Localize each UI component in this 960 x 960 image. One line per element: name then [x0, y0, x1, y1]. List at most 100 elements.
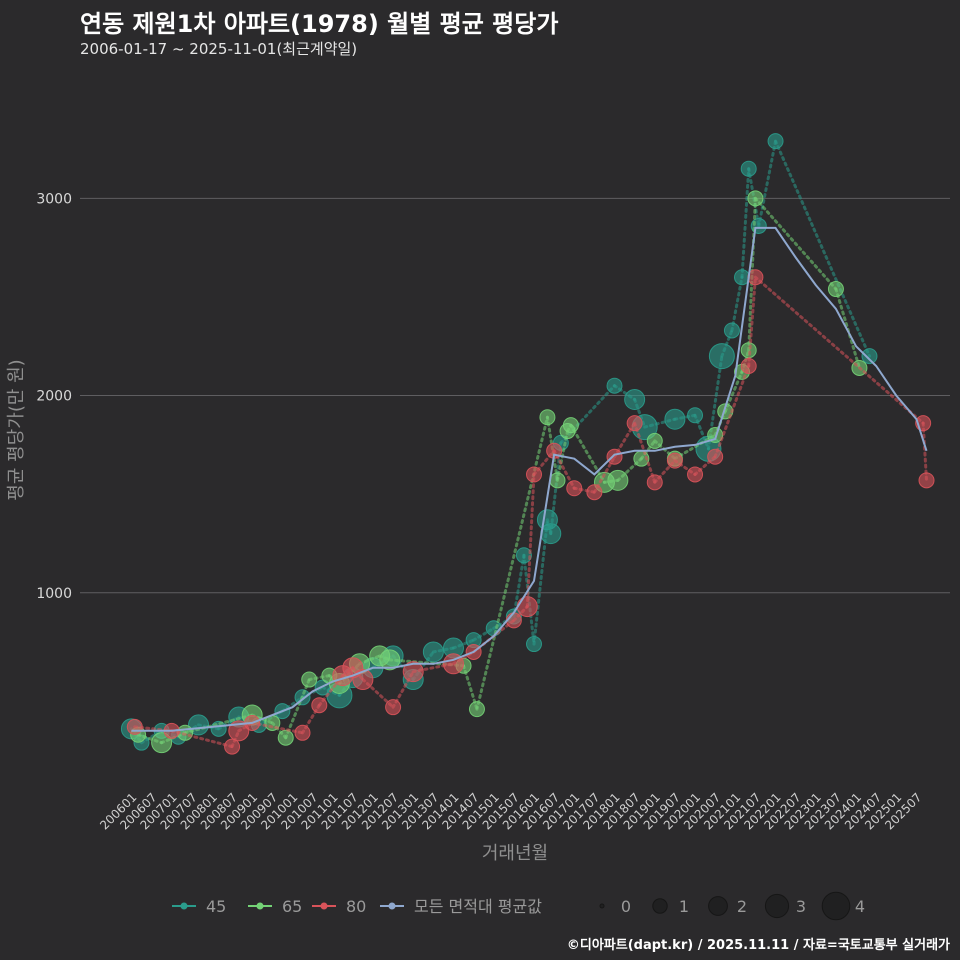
series-45-point — [624, 389, 646, 410]
series-65-point — [607, 469, 629, 491]
series-65-point — [468, 701, 485, 718]
size-legend-circle — [821, 891, 851, 921]
data-points — [120, 133, 935, 755]
series-65-connector — [747, 196, 757, 352]
size-legend-label: 3 — [796, 897, 806, 916]
size-legend-label: 4 — [855, 897, 865, 916]
legend-label: 45 — [206, 897, 226, 916]
grid-lines — [80, 197, 950, 594]
series-80-point — [402, 661, 424, 683]
series-80-point — [516, 596, 538, 618]
series-80-point — [606, 448, 623, 465]
series-45-connector — [774, 139, 871, 358]
legend: 45 65 80 모든 면적대 평균값 0 1 2 3 4 — [172, 891, 865, 921]
series-80-point — [126, 718, 143, 735]
series-45-connector — [730, 275, 744, 332]
series-80-point — [526, 466, 542, 483]
series-65-point — [379, 649, 401, 671]
y-tick-label: 3000 — [36, 191, 72, 207]
source-caption: ©디아파트(dapt.kr) / 2025.11.11 / 자료=국토교통부 실… — [566, 938, 950, 953]
series-45-connector — [512, 553, 526, 618]
size-legend-circle — [599, 903, 605, 909]
legend-swatch-dot — [320, 902, 328, 910]
series-65-point — [151, 732, 173, 754]
series-65-point — [277, 729, 294, 746]
series-45-connector — [706, 354, 724, 451]
series-80-point — [918, 472, 935, 489]
series-65-point — [549, 472, 566, 489]
series-80-point — [228, 720, 250, 742]
series-80-connector — [747, 275, 757, 368]
series-45-point — [422, 641, 444, 663]
series-80-point — [707, 448, 724, 465]
series-45-point — [526, 636, 542, 653]
series-65-connector — [475, 415, 549, 711]
series-65-connector — [569, 423, 606, 484]
size-legend-circle — [764, 893, 790, 919]
series-80-point — [385, 699, 402, 716]
y-axis-ticks: 1000 2000 3000 — [36, 191, 72, 601]
legend-swatch-dot — [180, 902, 188, 910]
legend-label: 65 — [282, 897, 302, 916]
series-80-point — [311, 697, 328, 714]
series-65-connector — [183, 713, 254, 735]
series-45-point — [861, 348, 878, 365]
series-65-connector — [284, 678, 311, 740]
series-80-point — [687, 466, 704, 483]
series-80-point — [740, 357, 757, 374]
series-45-point — [740, 160, 757, 177]
series-80-connector — [921, 421, 929, 482]
size-legend-circle — [652, 898, 668, 914]
size-legend-label: 1 — [679, 897, 689, 916]
legend-label: 80 — [346, 897, 366, 916]
series-80-connector — [693, 455, 717, 476]
y-tick-label: 2000 — [36, 389, 72, 405]
series-80-connector — [753, 275, 925, 425]
legend-swatch-dot — [256, 902, 264, 910]
series-65-point — [646, 432, 663, 449]
size-legend-label: 2 — [737, 897, 747, 916]
series-65-point — [539, 409, 556, 426]
chart-title: 연동 제원1차 아파트(1978) 월별 평균 평당가 — [80, 10, 559, 38]
x-axis-ticks: 2006012006072007012007072008012008072009… — [97, 790, 924, 832]
series-65-point — [827, 281, 844, 298]
series-45-point — [708, 343, 735, 370]
series-80-point — [626, 415, 643, 432]
series-80-point — [646, 474, 663, 491]
x-axis-title: 거래년월 — [482, 843, 548, 864]
series-80-connector — [633, 421, 657, 484]
series-80-point — [294, 724, 311, 741]
series-45-connector — [757, 139, 778, 228]
series-65-point — [562, 417, 579, 434]
chart-subtitle: 2006-01-17 ~ 2025-11-01(최근계약일) — [80, 40, 358, 58]
series-45-point — [606, 377, 623, 394]
series-45-point — [687, 407, 704, 424]
y-axis-title: 평균 평당가(만 원) — [6, 359, 27, 500]
average-line-group — [131, 226, 928, 732]
series-45-point — [723, 322, 740, 339]
size-legend-circle — [708, 896, 728, 916]
series-65-connector — [834, 287, 861, 370]
series-80-point — [566, 480, 583, 497]
y-tick-label: 1000 — [36, 586, 72, 602]
series-65-point — [747, 190, 764, 207]
legend-swatch-dot — [388, 902, 396, 910]
series-80-point — [586, 484, 603, 501]
series-45-point — [540, 523, 562, 545]
series-80-point — [224, 738, 241, 755]
series-80-point — [666, 452, 683, 469]
series-65-point — [740, 342, 757, 359]
series-80-point — [505, 612, 522, 629]
series-80-connector — [525, 472, 536, 609]
series-80-connector — [170, 729, 234, 749]
average-line — [131, 226, 928, 732]
series-80-connector — [250, 721, 305, 735]
series-80-connector — [713, 364, 751, 459]
series-45-connector — [740, 167, 751, 279]
legend-label: 모든 면적대 평균값 — [414, 897, 542, 916]
series-65-connector — [753, 196, 838, 291]
series-65-point — [301, 671, 318, 688]
size-legend-label: 0 — [621, 897, 631, 916]
series-45-point — [515, 547, 532, 564]
